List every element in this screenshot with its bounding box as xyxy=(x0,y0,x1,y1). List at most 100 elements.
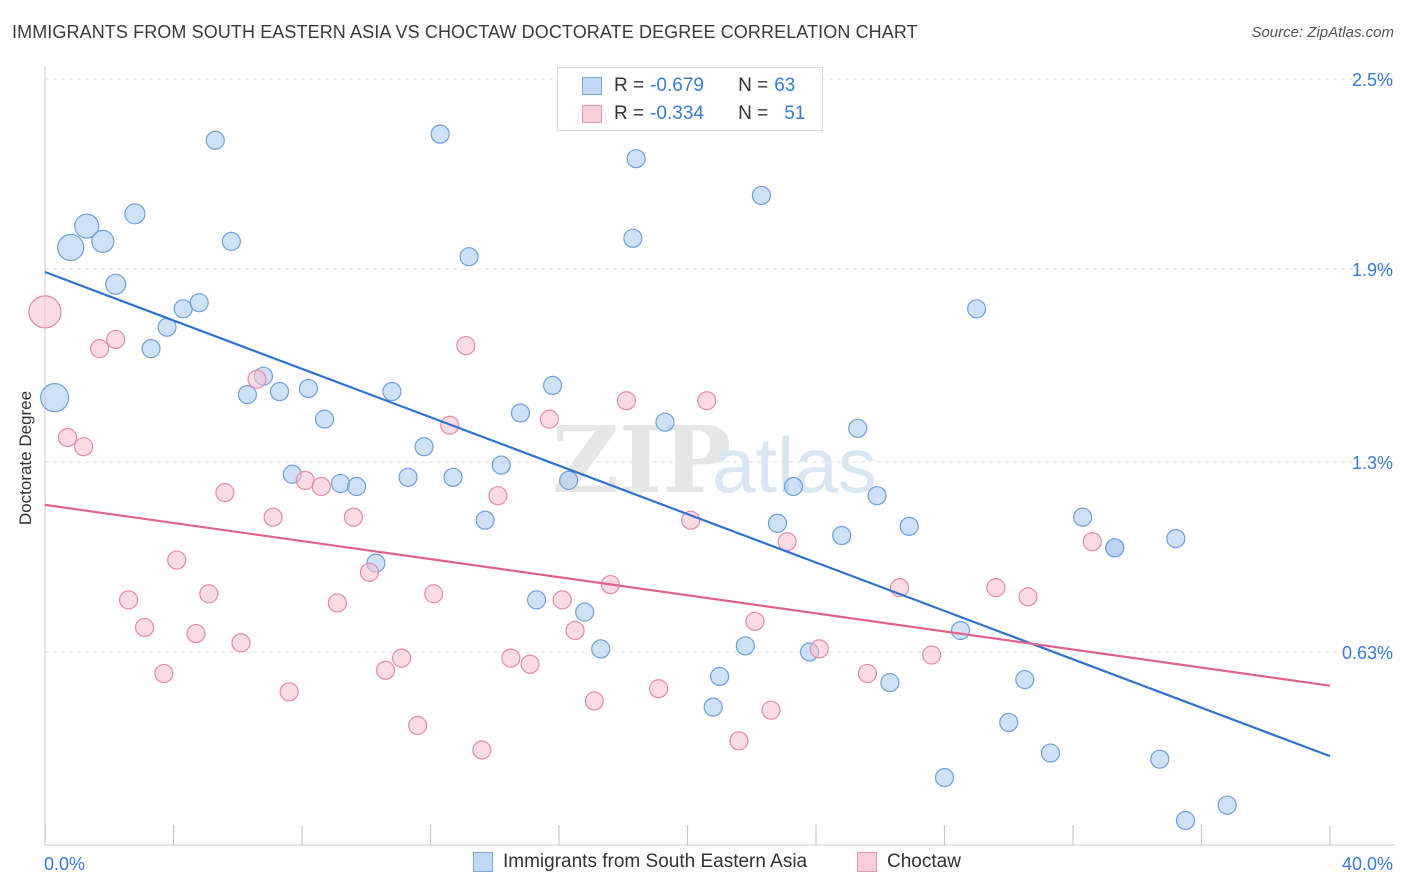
point-choctaw xyxy=(118,590,139,610)
point-asia xyxy=(967,299,987,319)
bottom-legend-asia: Immigrants from South Eastern Asia xyxy=(473,851,807,873)
point-asia xyxy=(848,418,868,438)
point-choctaw xyxy=(231,633,251,653)
point-choctaw xyxy=(745,611,765,631)
point-asia xyxy=(57,233,85,262)
point-choctaw xyxy=(697,391,717,411)
legend-swatch-choctaw xyxy=(582,105,602,123)
point-asia xyxy=(867,486,887,506)
correlation-legend: R = -0.679 N = 63 R = -0.334 N = 51 xyxy=(557,67,823,131)
point-asia xyxy=(1150,749,1170,769)
point-choctaw xyxy=(391,648,412,668)
point-asia xyxy=(542,375,563,395)
point-asia xyxy=(735,636,755,656)
y-tick-label: 0.63% xyxy=(1342,643,1393,663)
point-asia xyxy=(314,409,335,429)
point-asia xyxy=(510,403,531,423)
point-choctaw xyxy=(922,645,942,665)
source-label: Source: ZipAtlas.com xyxy=(1251,24,1394,41)
point-asia xyxy=(382,381,402,402)
point-asia xyxy=(491,455,511,475)
point-choctaw xyxy=(279,682,299,702)
point-choctaw xyxy=(90,339,110,359)
point-choctaw xyxy=(215,483,235,503)
point-choctaw xyxy=(472,740,492,760)
point-asia xyxy=(124,203,146,225)
point-asia xyxy=(398,467,418,487)
point-choctaw xyxy=(777,532,797,552)
point-asia xyxy=(173,299,193,319)
point-choctaw xyxy=(106,329,126,350)
point-choctaw xyxy=(263,507,283,527)
point-asia xyxy=(1073,507,1093,527)
point-choctaw xyxy=(343,507,363,527)
axes xyxy=(44,66,1395,846)
point-asia xyxy=(1015,669,1035,690)
point-choctaw xyxy=(584,691,604,711)
point-asia xyxy=(767,513,788,533)
point-asia xyxy=(783,476,804,497)
y-tick-label: 1.9% xyxy=(1352,260,1393,280)
y-tick-label: 2.5% xyxy=(1352,70,1393,90)
trend-line-asia xyxy=(44,271,1331,758)
bottom-legend-label-asia: Immigrants from South Eastern Asia xyxy=(503,851,808,872)
point-choctaw xyxy=(565,620,585,641)
legend-r-label: R = xyxy=(614,103,645,124)
point-choctaw xyxy=(456,335,476,356)
point-choctaw xyxy=(199,584,219,604)
legend-row-asia: R = -0.679 N = 63 xyxy=(582,74,795,98)
point-choctaw xyxy=(1082,532,1102,552)
bottom-legend-swatch-asia xyxy=(473,852,493,872)
bottom-legend-swatch-choctaw xyxy=(857,852,877,872)
point-choctaw xyxy=(488,486,508,506)
point-choctaw xyxy=(681,510,701,530)
point-choctaw xyxy=(552,590,572,610)
point-asia xyxy=(591,639,611,659)
point-choctaw xyxy=(154,663,174,684)
point-asia xyxy=(205,130,225,150)
point-asia xyxy=(443,467,463,487)
tick-labels: 0.63% 1.3% 1.9% 2.5% 0.0% 40.0% xyxy=(44,70,1393,874)
point-choctaw xyxy=(501,648,521,668)
point-asia xyxy=(330,473,351,494)
point-choctaw xyxy=(57,427,78,448)
gridlines xyxy=(45,78,1395,653)
point-asia xyxy=(40,383,70,413)
legend-n-label: N = xyxy=(738,103,769,124)
point-asia xyxy=(899,516,919,536)
point-choctaw xyxy=(408,715,428,736)
point-asia xyxy=(703,697,723,717)
y-axis-label: Doctorate Degree xyxy=(16,390,35,526)
point-asia xyxy=(655,412,675,432)
point-choctaw xyxy=(1018,587,1038,607)
point-choctaw xyxy=(539,409,559,429)
point-choctaw xyxy=(986,578,1006,598)
point-asia xyxy=(999,712,1019,733)
point-asia xyxy=(1175,810,1196,831)
legend-r-value: -0.679 xyxy=(650,75,704,96)
point-choctaw xyxy=(247,369,267,389)
point-asia xyxy=(1166,528,1186,549)
point-asia xyxy=(751,185,771,206)
point-asia xyxy=(475,510,495,530)
point-asia xyxy=(298,378,319,399)
data-points xyxy=(28,124,1237,831)
point-choctaw xyxy=(359,562,380,582)
point-choctaw xyxy=(186,623,206,644)
point-asia xyxy=(950,620,971,641)
legend-n-label: N = xyxy=(738,75,769,96)
point-choctaw xyxy=(327,593,347,613)
bottom-legend-choctaw: Choctaw xyxy=(857,851,961,873)
point-asia xyxy=(623,228,643,248)
point-choctaw xyxy=(857,663,878,684)
legend-n-value: 63 xyxy=(774,75,796,96)
legend-swatch-asia xyxy=(582,77,602,95)
point-asia xyxy=(575,602,595,622)
bottom-legend-label-choctaw: Choctaw xyxy=(887,851,961,872)
point-asia xyxy=(1105,538,1125,558)
point-asia xyxy=(430,124,450,144)
point-choctaw xyxy=(167,550,187,570)
point-asia xyxy=(934,767,955,788)
point-choctaw xyxy=(295,470,315,490)
